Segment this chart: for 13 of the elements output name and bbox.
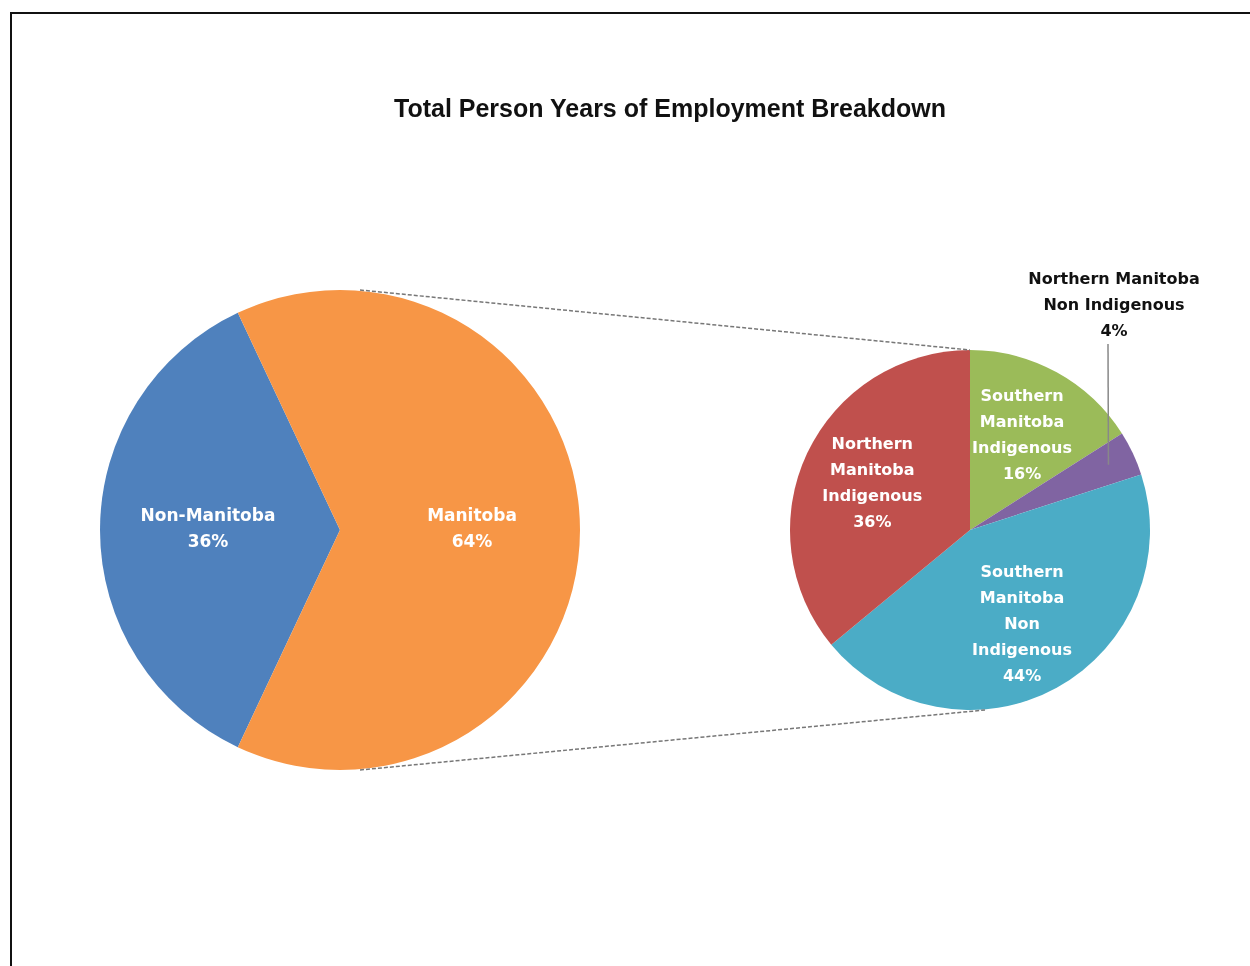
data-label: 44% [1002, 665, 1042, 685]
slice-label: Northern Manitoba Non Indigenous [1028, 269, 1200, 315]
slice-label: Northern Manitoba Indigenous [822, 434, 923, 506]
slice-label: Southern Manitoba Non Indigenous [972, 561, 1072, 659]
data-label: 36% [187, 531, 229, 552]
slice-label: Manitoba [427, 505, 517, 526]
data-label: 36% [853, 512, 892, 532]
slice-label: Southern Manitoba Indigenous [972, 385, 1072, 457]
data-label: 4% [1100, 321, 1128, 341]
text: Total Person Years of Employment Breakdown [393, 94, 947, 123]
slice-label: Non-Manitoba [140, 505, 276, 526]
data-label: 64% [451, 531, 493, 552]
data-label: 16% [1002, 463, 1042, 483]
